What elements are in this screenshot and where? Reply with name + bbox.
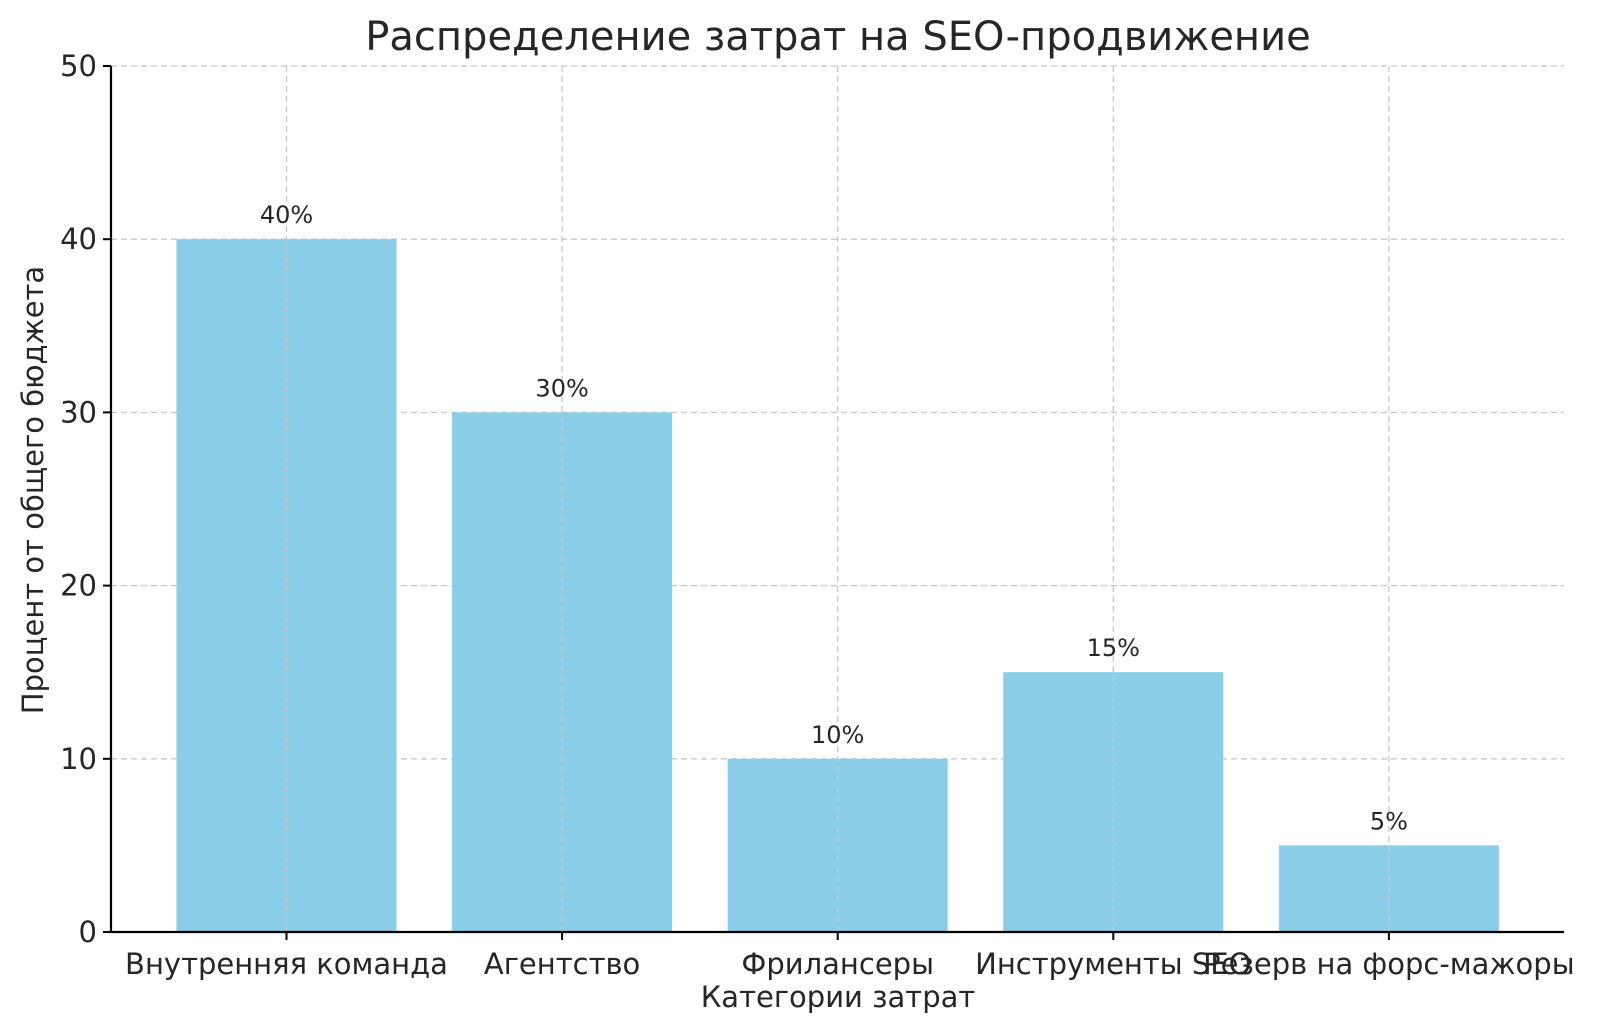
x-tick-label: Фрилансеры (741, 947, 934, 981)
y-tick-label: 20 (60, 569, 97, 603)
data-label: 15% (1087, 634, 1140, 662)
data-label: 5% (1370, 807, 1408, 835)
y-tick-label: 50 (60, 49, 97, 83)
tick-labels: 0 10 20 30 40 50 Внутренняя команда Агентство Фр… (60, 49, 1575, 981)
y-axis-label: Процент от общего бюджета (16, 266, 50, 714)
x-tick-label: Резерв на форс-мажоры (1203, 947, 1574, 981)
y-tick-label: 40 (60, 222, 97, 256)
x-tick-label: Агентство (484, 947, 640, 981)
data-label: 30% (535, 374, 588, 402)
data-label: 40% (260, 201, 313, 229)
y-tick-label: 30 (60, 395, 97, 429)
chart-title: Распределение затрат на SEO-продвижение (365, 14, 1310, 60)
y-tick-label: 0 (79, 915, 97, 949)
x-tick-label: Внутренняя команда (125, 947, 448, 981)
vertical-grid-lines (285, 66, 1390, 932)
x-axis-label: Категории затрат (701, 980, 976, 1014)
data-label: 10% (811, 721, 864, 749)
data-labels: 40% 30% 10% 15% 5% (260, 201, 1408, 835)
y-tick-label: 10 (60, 742, 97, 776)
axes (103, 65, 1564, 940)
x-tick-label: Инструменты SEO (975, 947, 1251, 981)
